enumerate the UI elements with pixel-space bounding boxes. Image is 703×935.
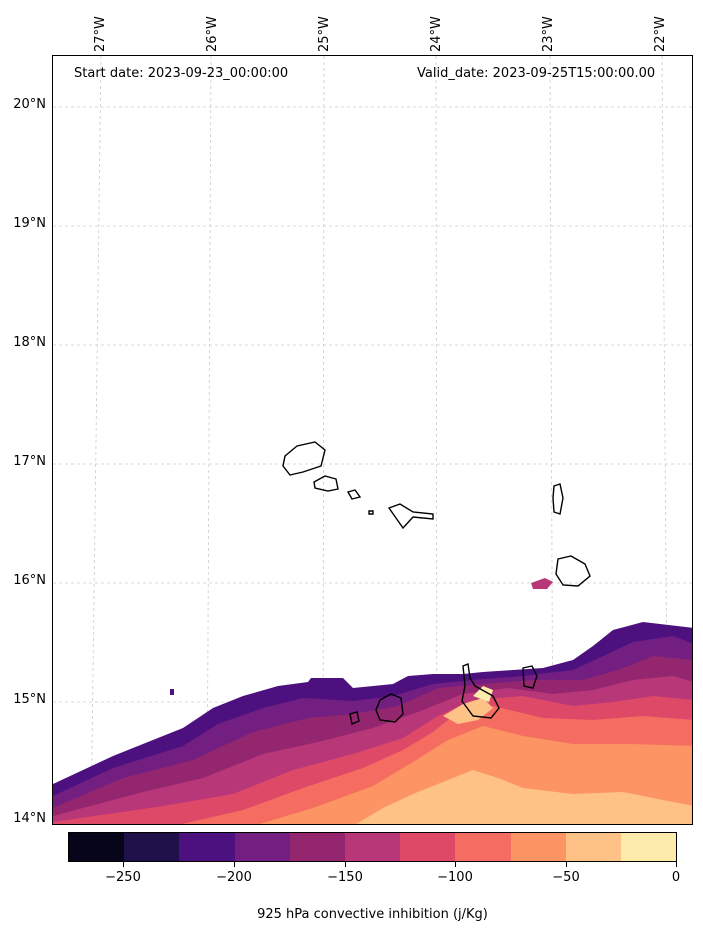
colorbar-tick-label: −100 <box>437 870 473 885</box>
cin-contours <box>53 578 692 824</box>
colorbar-swatch <box>289 833 345 861</box>
lon-label-23w: 23°W <box>541 16 556 52</box>
map-panel <box>52 55 693 825</box>
colorbar-swatch <box>565 833 621 861</box>
island-raso <box>368 510 374 515</box>
island-santo-antao <box>282 441 326 476</box>
colorbar-tick-label: −50 <box>552 870 580 885</box>
lon-label-27w: 27°W <box>93 16 108 52</box>
lat-label-18n: 18°N <box>13 335 46 350</box>
island-sal <box>552 483 564 515</box>
lat-label-19n: 19°N <box>13 216 46 231</box>
map-svg <box>53 56 692 824</box>
island-sao-vicente <box>313 475 339 492</box>
colorbar <box>68 832 677 862</box>
contour-band-light <box>356 770 692 824</box>
lon-label-22w: 22°W <box>653 16 668 52</box>
island-santa-luzia <box>346 489 362 500</box>
contour-band-pale <box>473 686 493 702</box>
valid-date-label: Valid_date: 2023-09-25T15:00:00.00 <box>417 66 656 81</box>
island-brava <box>349 711 360 725</box>
colorbar-swatch <box>179 833 235 861</box>
lat-label-15n: 15°N <box>13 692 46 707</box>
colorbar-swatch <box>124 833 180 861</box>
contour-band-isolated <box>531 578 553 589</box>
island-santiago <box>461 663 500 719</box>
island-maio <box>522 665 538 689</box>
colorbar-tick <box>123 862 124 867</box>
lon-label-26w: 26°W <box>205 16 220 52</box>
colorbar-tick <box>676 862 677 867</box>
gridlines <box>53 56 692 824</box>
colorbar-swatch <box>400 833 456 861</box>
colorbar-swatch <box>69 833 125 861</box>
lat-label-20n: 20°N <box>13 97 46 112</box>
colorbar-tick <box>455 862 456 867</box>
colorbar-swatch <box>620 833 677 861</box>
colorbar-swatch <box>344 833 401 861</box>
colorbar-swatch <box>234 833 290 861</box>
colorbar-tick <box>345 862 346 867</box>
colorbar-swatch <box>455 833 511 861</box>
island-sao-nicolau <box>387 503 434 530</box>
lon-label-24w: 24°W <box>429 16 444 52</box>
colorbar-tick-label: −200 <box>216 870 252 885</box>
lat-label-17n: 17°N <box>13 454 46 469</box>
island-boavista <box>555 555 591 587</box>
colorbar-tick <box>566 862 567 867</box>
start-date-label: Start date: 2023-09-23_00:00:00 <box>74 66 289 81</box>
island-fogo <box>375 693 404 723</box>
colorbar-tick-label: −150 <box>327 870 363 885</box>
lon-label-25w: 25°W <box>317 16 332 52</box>
colorbar-tick-label: 0 <box>671 870 681 885</box>
colorbar-swatch <box>510 833 566 861</box>
lat-label-16n: 16°N <box>13 573 46 588</box>
lat-label-14n: 14°N <box>13 811 46 826</box>
colorbar-tick-label: −250 <box>105 870 141 885</box>
colorbar-title: 925 hPa convective inhibition (j/Kg) <box>257 907 488 922</box>
coastlines <box>282 441 591 725</box>
contour-band-speck <box>170 689 174 695</box>
colorbar-tick <box>234 862 235 867</box>
